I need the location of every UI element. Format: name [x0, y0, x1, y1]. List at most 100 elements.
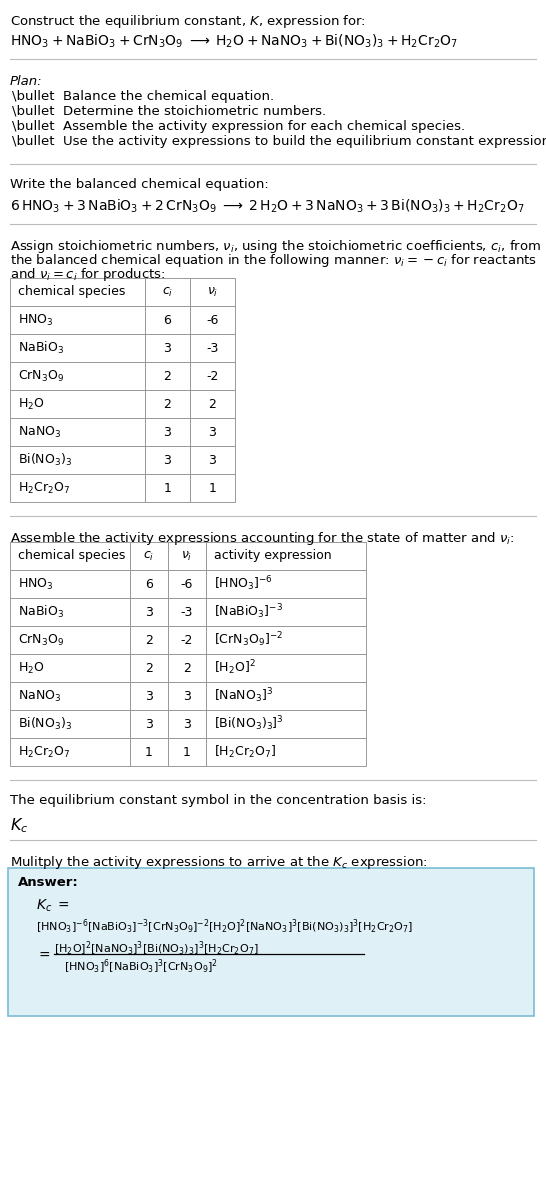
Text: $[\mathrm{HNO_3}]^{-6}$: $[\mathrm{HNO_3}]^{-6}$ [214, 575, 273, 594]
Bar [168, 710, 206, 738]
Bar [10, 710, 130, 738]
Text: $\mathrm{HNO_3}$: $\mathrm{HNO_3}$ [18, 576, 54, 591]
Bar [130, 738, 168, 766]
Text: -2: -2 [181, 634, 193, 647]
Text: $\mathrm{Bi(NO_3)_3}$: $\mathrm{Bi(NO_3)_3}$ [18, 716, 72, 732]
Text: 3: 3 [183, 690, 191, 703]
Text: 2: 2 [145, 661, 153, 674]
Text: $\nu_i$: $\nu_i$ [181, 550, 193, 563]
Bar [190, 278, 235, 306]
Bar [168, 598, 206, 626]
Text: 3: 3 [164, 425, 171, 438]
Text: $\mathrm{Bi(NO_3)_3}$: $\mathrm{Bi(NO_3)_3}$ [18, 451, 72, 468]
Bar [168, 738, 206, 766]
Text: Write the balanced chemical equation:: Write the balanced chemical equation: [10, 178, 269, 191]
Text: 2: 2 [183, 661, 191, 674]
Text: 6: 6 [145, 577, 153, 590]
Text: $[\mathrm{Bi(NO_3)_3}]^3$: $[\mathrm{Bi(NO_3)_3}]^3$ [214, 715, 284, 734]
Text: 1: 1 [209, 481, 216, 494]
Text: 1: 1 [145, 745, 153, 758]
Bar [8, 867, 534, 1016]
Text: 3: 3 [164, 341, 171, 354]
Text: $\mathrm{H_2O}$: $\mathrm{H_2O}$ [18, 660, 45, 675]
Text: The equilibrium constant symbol in the concentration basis is:: The equilibrium constant symbol in the c… [10, 794, 426, 807]
Bar [10, 626, 130, 654]
Bar [145, 474, 190, 502]
Text: $\mathrm{NaNO_3}$: $\mathrm{NaNO_3}$ [18, 688, 61, 704]
Text: $\mathrm{CrN_3O_9}$: $\mathrm{CrN_3O_9}$ [18, 633, 64, 647]
Text: $\mathrm{6\, HNO_3 + 3\, NaBiO_3 + 2\, CrN_3O_9 \;\longrightarrow\; 2\, H_2O + 3: $\mathrm{6\, HNO_3 + 3\, NaBiO_3 + 2\, C… [10, 198, 525, 216]
Bar [130, 683, 168, 710]
Bar [10, 390, 145, 418]
Bar [145, 278, 190, 306]
Text: activity expression: activity expression [214, 550, 331, 563]
Text: $\mathrm{CrN_3O_9}$: $\mathrm{CrN_3O_9}$ [18, 369, 64, 384]
Text: -3: -3 [206, 341, 219, 354]
Bar [130, 598, 168, 626]
Bar [206, 626, 366, 654]
Bar [130, 710, 168, 738]
Bar [206, 570, 366, 598]
Text: 3: 3 [164, 454, 171, 467]
Bar [145, 446, 190, 474]
Bar [10, 654, 130, 683]
Text: -3: -3 [181, 606, 193, 619]
Text: $[\mathrm{H_2Cr_2O_7}]$: $[\mathrm{H_2Cr_2O_7}]$ [214, 744, 276, 760]
Text: $[\mathrm{HNO_3}]^6 [\mathrm{NaBiO_3}]^3 [\mathrm{CrN_3O_9}]^2$: $[\mathrm{HNO_3}]^6 [\mathrm{NaBiO_3}]^3… [64, 957, 218, 976]
Bar [10, 542, 130, 570]
Text: $c_i$: $c_i$ [162, 286, 173, 299]
Text: 3: 3 [145, 690, 153, 703]
Text: $[\mathrm{H_2O}]^2 [\mathrm{NaNO_3}]^3 [\mathrm{Bi(NO_3)_3}]^3 [\mathrm{H_2Cr_2O: $[\mathrm{H_2O}]^2 [\mathrm{NaNO_3}]^3 [… [54, 940, 259, 959]
Text: chemical species: chemical species [18, 550, 126, 563]
Text: 2: 2 [164, 397, 171, 410]
Bar [145, 306, 190, 334]
Bar [190, 306, 235, 334]
Bar [206, 683, 366, 710]
Text: chemical species: chemical species [18, 286, 126, 299]
Text: $\mathrm{H_2O}$: $\mathrm{H_2O}$ [18, 397, 45, 411]
Text: Plan:: Plan: [10, 75, 43, 88]
Text: -6: -6 [206, 314, 219, 327]
Bar [190, 361, 235, 390]
Text: \bullet  Determine the stoichiometric numbers.: \bullet Determine the stoichiometric num… [12, 105, 326, 118]
Text: Assign stoichiometric numbers, $\nu_i$, using the stoichiometric coefficients, $: Assign stoichiometric numbers, $\nu_i$, … [10, 238, 541, 255]
Text: Assemble the activity expressions accounting for the state of matter and $\nu_i$: Assemble the activity expressions accoun… [10, 530, 515, 547]
Text: $\nu_i$: $\nu_i$ [207, 286, 218, 299]
Bar [10, 306, 145, 334]
Bar [168, 570, 206, 598]
Bar [206, 654, 366, 683]
Bar [10, 446, 145, 474]
Text: Answer:: Answer: [18, 876, 79, 889]
Text: $\mathrm{H_2Cr_2O_7}$: $\mathrm{H_2Cr_2O_7}$ [18, 744, 70, 760]
Bar [10, 738, 130, 766]
Text: $[\mathrm{NaNO_3}]^3$: $[\mathrm{NaNO_3}]^3$ [214, 686, 273, 705]
Bar [130, 570, 168, 598]
Bar [190, 390, 235, 418]
Bar [168, 654, 206, 683]
Text: 3: 3 [183, 717, 191, 730]
Text: and $\nu_i = c_i$ for products:: and $\nu_i = c_i$ for products: [10, 265, 165, 283]
Bar [10, 361, 145, 390]
Bar [206, 710, 366, 738]
Text: \bullet  Assemble the activity expression for each chemical species.: \bullet Assemble the activity expression… [12, 120, 465, 133]
Text: -2: -2 [206, 370, 219, 383]
Text: 3: 3 [145, 717, 153, 730]
Bar [168, 683, 206, 710]
Text: 3: 3 [209, 425, 216, 438]
Text: 1: 1 [164, 481, 171, 494]
Bar [10, 334, 145, 361]
Bar [130, 542, 168, 570]
Text: Construct the equilibrium constant, $K$, expression for:: Construct the equilibrium constant, $K$,… [10, 13, 366, 30]
Bar [190, 474, 235, 502]
Text: $K_c\;=$: $K_c\;=$ [36, 898, 69, 915]
Bar [206, 738, 366, 766]
Text: 2: 2 [164, 370, 171, 383]
Text: \bullet  Balance the chemical equation.: \bullet Balance the chemical equation. [12, 90, 274, 103]
Text: $\mathrm{NaBiO_3}$: $\mathrm{NaBiO_3}$ [18, 340, 64, 356]
Bar [190, 418, 235, 446]
Bar [145, 361, 190, 390]
Bar [190, 446, 235, 474]
Text: 3: 3 [209, 454, 216, 467]
Text: 2: 2 [145, 634, 153, 647]
Text: $\mathrm{NaBiO_3}$: $\mathrm{NaBiO_3}$ [18, 604, 64, 620]
